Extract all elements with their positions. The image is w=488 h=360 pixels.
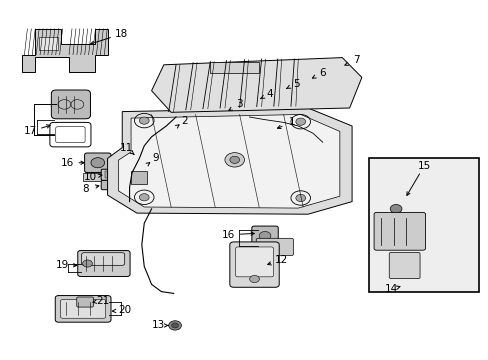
Circle shape (139, 117, 149, 124)
Text: 17: 17 (24, 126, 38, 136)
Text: 8: 8 (82, 184, 89, 194)
Text: 2: 2 (181, 116, 188, 126)
FancyBboxPatch shape (256, 238, 293, 256)
Circle shape (295, 194, 305, 202)
Text: 15: 15 (417, 161, 430, 171)
Text: 10: 10 (84, 172, 97, 182)
FancyBboxPatch shape (81, 253, 124, 265)
FancyBboxPatch shape (251, 226, 278, 245)
FancyBboxPatch shape (77, 297, 93, 307)
Text: 6: 6 (319, 68, 325, 78)
Bar (116, 171, 120, 178)
Circle shape (91, 158, 104, 168)
Bar (149, 158, 153, 165)
Polygon shape (118, 114, 339, 208)
Text: 12: 12 (274, 255, 287, 265)
FancyBboxPatch shape (229, 242, 279, 287)
Bar (39, 37, 58, 50)
Bar (83, 173, 112, 181)
Polygon shape (107, 108, 351, 214)
Circle shape (229, 156, 239, 163)
FancyBboxPatch shape (101, 169, 131, 180)
Text: 16: 16 (61, 158, 74, 168)
Circle shape (171, 323, 178, 328)
Circle shape (249, 275, 259, 283)
FancyBboxPatch shape (84, 153, 111, 172)
Circle shape (389, 204, 401, 213)
FancyBboxPatch shape (373, 212, 425, 250)
Text: 14: 14 (384, 284, 397, 294)
Circle shape (259, 231, 270, 240)
Bar (368, 158, 478, 292)
FancyBboxPatch shape (61, 300, 105, 318)
Text: 20: 20 (118, 305, 131, 315)
Circle shape (134, 152, 142, 158)
Circle shape (82, 260, 92, 267)
Text: 3: 3 (236, 99, 243, 109)
Polygon shape (22, 29, 107, 72)
Circle shape (168, 321, 181, 330)
FancyBboxPatch shape (129, 148, 147, 162)
Text: 4: 4 (266, 89, 273, 99)
FancyBboxPatch shape (78, 251, 130, 276)
Bar (160, 158, 164, 165)
Text: 9: 9 (152, 153, 159, 163)
Text: 21: 21 (96, 296, 109, 306)
Bar (104, 171, 108, 178)
FancyBboxPatch shape (101, 180, 123, 190)
Text: 18: 18 (114, 29, 128, 39)
Bar (155, 158, 159, 165)
Text: 16: 16 (222, 230, 235, 240)
Text: 11: 11 (119, 143, 133, 153)
Polygon shape (151, 58, 361, 112)
Bar (131, 171, 146, 184)
Text: 13: 13 (152, 320, 165, 330)
FancyBboxPatch shape (51, 90, 90, 119)
Bar (122, 171, 126, 178)
Text: 19: 19 (55, 260, 69, 270)
Circle shape (139, 194, 149, 201)
FancyBboxPatch shape (55, 296, 111, 322)
Circle shape (295, 118, 305, 125)
FancyBboxPatch shape (388, 252, 419, 279)
Bar (210, 62, 259, 73)
Text: 7: 7 (352, 55, 359, 66)
Text: 1: 1 (288, 117, 295, 127)
FancyBboxPatch shape (235, 247, 273, 277)
Bar (110, 171, 114, 178)
Circle shape (224, 153, 244, 167)
FancyBboxPatch shape (145, 155, 167, 167)
Text: 5: 5 (292, 78, 299, 89)
